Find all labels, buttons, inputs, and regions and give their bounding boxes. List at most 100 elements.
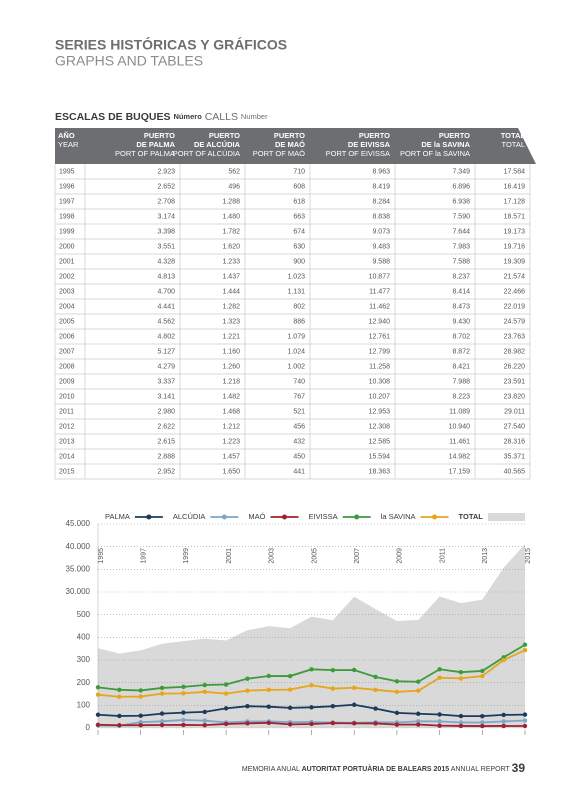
year-cell: 1996	[59, 183, 75, 190]
point	[416, 719, 421, 724]
value-cell: 1.023	[287, 273, 305, 280]
year-cell: 2014	[59, 453, 75, 460]
value-cell: 710	[293, 168, 305, 175]
year-cell: 1999	[59, 228, 75, 235]
point	[394, 710, 400, 716]
point	[245, 703, 250, 709]
value-cell: 562	[228, 168, 240, 175]
column-header: DE EIVISSA	[348, 140, 391, 149]
value-cell: 17.584	[504, 168, 526, 175]
value-cell: 18.363	[369, 468, 391, 475]
table-title: ESCALAS DE BUQUES Número CALLS Number	[55, 111, 268, 123]
point	[138, 722, 143, 728]
value-cell: 2.708	[157, 198, 175, 205]
value-cell: 1.212	[222, 423, 240, 430]
point	[202, 722, 207, 728]
value-cell: 11.462	[369, 303, 390, 310]
value-cell: 3.174	[157, 213, 175, 220]
point	[309, 667, 314, 672]
column-header: PUERTO	[144, 131, 175, 140]
column-header: PUERTO	[439, 131, 470, 140]
value-cell: 2.980	[157, 408, 175, 415]
legend-label: PALMA	[105, 512, 130, 521]
value-cell: 8.473	[452, 303, 470, 310]
value-cell: 14.982	[449, 453, 471, 460]
value-cell: 608	[293, 183, 305, 190]
chart: 0 100 200 300 400 500 30.000 35.000 40.000 45.000…	[66, 512, 532, 735]
column-header: DE MAÓ	[275, 140, 305, 149]
column-header: AÑO	[58, 131, 75, 140]
footer-left: MEMORIA ANUAL	[242, 766, 300, 773]
year-cell: 1995	[59, 168, 75, 175]
point	[266, 720, 271, 726]
value-cell: 2.923	[157, 168, 175, 175]
value-cell: 456	[293, 423, 305, 430]
value-cell: 9.073	[372, 228, 390, 235]
x-tick-label: 2007	[354, 548, 361, 564]
value-cell: 1.482	[222, 393, 240, 400]
point	[480, 720, 485, 725]
value-cell: 11.258	[369, 363, 390, 370]
year-cell: 2015	[59, 468, 75, 475]
value-cell: 23.591	[504, 378, 526, 385]
value-cell: 35.371	[504, 453, 526, 460]
column-header: DE ALCÚDIA	[194, 140, 241, 149]
title-unit: Número	[173, 112, 202, 121]
point	[437, 667, 442, 672]
value-cell: 1.650	[222, 468, 240, 475]
point	[138, 719, 143, 725]
value-cell: 9.588	[372, 258, 390, 265]
value-cell: 17.128	[504, 198, 526, 205]
year-cell: 2010	[59, 393, 75, 400]
value-cell: 10.207	[369, 393, 391, 400]
point	[117, 723, 122, 728]
year-cell: 2011	[59, 408, 74, 415]
legend-label: ALCÚDIA	[173, 512, 206, 521]
value-cell: 4.279	[157, 363, 175, 370]
point	[181, 722, 186, 728]
y-tick-label: 45.000	[66, 519, 91, 528]
year-cell: 2006	[59, 333, 75, 340]
point	[501, 712, 506, 718]
value-cell: 23.763	[504, 333, 526, 340]
year-cell: 1997	[59, 198, 75, 205]
value-cell: 1.218	[222, 378, 240, 385]
value-cell: 11.089	[449, 408, 470, 415]
value-cell: 2.652	[157, 183, 175, 190]
point	[352, 721, 357, 726]
value-cell: 4.813	[157, 273, 175, 280]
value-cell: 24.579	[504, 318, 526, 325]
year-cell: 2000	[59, 243, 75, 250]
point	[223, 691, 229, 696]
value-cell: 1.223	[222, 438, 240, 445]
value-cell: 27.540	[504, 423, 526, 430]
point	[501, 657, 506, 663]
y-tick-label: 0	[86, 723, 91, 732]
y-tick-label: 500	[77, 610, 91, 619]
value-cell: 663	[293, 213, 305, 220]
value-cell: 10.940	[449, 423, 471, 430]
point	[330, 720, 336, 726]
column-subheader: PORT OF MAÓ	[253, 149, 305, 158]
point	[181, 684, 186, 690]
point	[223, 706, 229, 711]
point	[159, 722, 165, 728]
point	[480, 668, 485, 674]
value-cell: 441	[293, 468, 305, 475]
value-cell: 2.622	[157, 423, 175, 430]
point	[202, 682, 207, 688]
legend-marker	[281, 514, 287, 520]
footer-org: AUTORITAT PORTUÀRIA DE BALEARS 2015	[302, 764, 450, 773]
value-cell: 12.940	[369, 318, 391, 325]
table-header-bg	[55, 128, 536, 164]
value-cell: 5.127	[157, 348, 175, 355]
year-cell: 1998	[59, 213, 75, 220]
value-cell: 2.615	[157, 438, 175, 445]
column-header: PUERTO	[359, 131, 390, 140]
value-cell: 8.284	[372, 198, 390, 205]
value-cell: 900	[293, 258, 305, 265]
year-cell: 2001	[59, 258, 75, 265]
value-cell: 1.437	[222, 273, 240, 280]
point	[287, 705, 293, 711]
column-subheader: PORT OF EIVISSA	[326, 149, 390, 158]
